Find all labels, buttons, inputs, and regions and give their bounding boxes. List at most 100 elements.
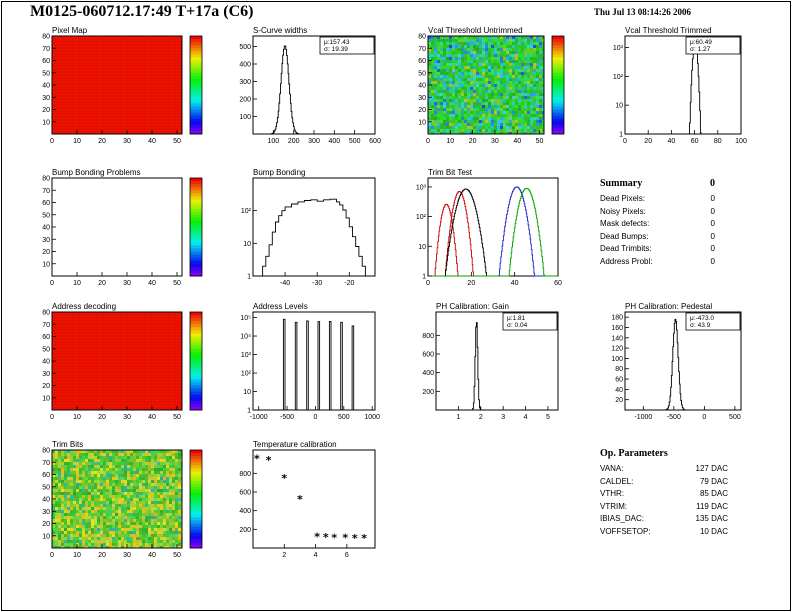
x-tick-label: 0 [50,552,54,559]
panel-title: Address decoding [52,302,117,311]
x-tick-label: 20 [98,138,106,145]
summary-value: 0 [710,219,715,228]
summary-value: 0 [710,244,715,253]
y-tick-label: 60 [42,472,50,479]
colorbar [189,35,203,135]
y-tick-label: 1 [422,274,426,281]
y-tick-label: 50 [42,346,50,353]
y-tick-label: 10³ [241,352,252,359]
y-tick-label: 80 [615,366,623,373]
y-tick-label: 10 [615,103,623,110]
x-tick-label: 30 [491,138,499,145]
y-tick-label: 100 [611,356,623,363]
y-tick-label: 80 [42,34,50,41]
trim-bits-plot: 0 10 20 30 40 50 10 20 30 40 50 60 70 80 [42,448,203,559]
y-tick-label: 200 [422,389,434,396]
scurve-widths-plot: 100 200 300 400 500 600 100 200 300 400 500 μ:157.4… [239,35,381,145]
summary-value: 0 [710,231,715,241]
y-tick-label: 60 [615,377,623,384]
x-tick-label: 400 [328,138,340,145]
x-tick-label: 100 [735,138,747,145]
histogram-spike [306,320,309,410]
y-tick-label: 600 [422,352,434,359]
stats-line: μ:60.49 [690,39,712,46]
histogram-line [253,45,375,135]
op-parameter-value: 85 DAC [699,489,728,498]
y-tick-label: 80 [42,448,50,455]
x-tick-label: -30 [312,280,322,287]
y-tick-label: 30 [42,95,50,102]
panel-vcal-untrimmed: Vcal Threshold Untrimmed 0 10 20 30 40 50 10 20… [400,26,568,154]
op-parameter-label: VOFFSETOP: [600,526,651,536]
x-tick-label: 20 [98,552,106,559]
x-tick-label: 2 [479,414,483,421]
x-tick-label: 0 [702,414,706,421]
x-tick-label: 20 [467,280,475,287]
y-tick-label: 400 [239,62,251,69]
panel-vcal-trimmed: Vcal Threshold Trimmed 0 20 40 60 80 100 1 10 10… [597,26,749,154]
plot-frame [252,311,376,411]
y-tick-label: 800 [422,333,434,340]
y-tick-label: 50 [42,484,50,491]
vcal-untrimmed-plot: 0 10 20 30 40 50 10 20 30 40 50 60 70 80 [418,34,565,145]
x-tick-label: 30 [123,414,131,421]
summary-block: Summary 0 Dead Pixels: 0 Noisy Pixels: 0 M… [600,178,715,268]
scatter-marker: * [352,532,358,545]
x-tick-label: 20 [469,138,477,145]
y-tick-label: 10 [42,395,50,402]
panel-scurve-widths: S-Curve widths 100 200 300 400 500 600 100 200 3… [225,26,383,154]
y-tick-label: 400 [422,370,434,377]
x-tick-label: 40 [148,280,156,287]
y-tick-label: 300 [239,79,251,86]
x-tick-label: 40 [148,138,156,145]
op-parameter-label: CALDEL: [600,476,634,486]
x-tick-label: 10 [73,552,81,559]
op-parameter-value: 127 DAC [695,464,728,473]
y-tick-label: 10² [613,74,624,81]
x-tick-label: 50 [173,414,181,421]
summary-label: Dead Bumps: [600,231,649,241]
y-tick-label: 160 [611,325,623,332]
x-tick-label: 20 [98,280,106,287]
y-tick-label: 80 [42,176,50,183]
stats-line: μ:-473.0 [690,315,714,322]
op-parameter-row: CALDEL: 79 DAC [600,476,728,489]
x-tick-label: 4 [524,414,528,421]
y-tick-label: 10⁴ [240,334,251,341]
y-tick-label: 60 [418,58,426,65]
panel-bump-problems: Bump Bonding Problems 0 10 20 30 40 50 10 20 30 4… [24,168,206,296]
op-parameter-value: 119 DAC [696,501,728,511]
y-tick-label: 200 [239,97,251,104]
panel-title: PH Calibration: Gain [436,302,509,311]
x-tick-label: 4 [314,552,318,559]
stats-line: μ:157.43 [324,39,350,46]
y-tick-label: 40 [42,225,50,232]
x-tick-label: -500 [280,414,294,421]
x-tick-label: 30 [123,280,131,287]
x-tick-label: 40 [513,138,521,145]
x-tick-label: 6 [345,552,349,559]
y-tick-label: 1 [247,408,251,415]
y-tick-label: 70 [42,460,50,467]
summary-row: Dead Pixels: 0 [600,193,715,206]
y-tick-label: 70 [42,188,50,195]
x-tick-label: 0 [426,138,430,145]
x-tick-label: 60 [691,138,699,145]
x-tick-label: 0 [50,414,54,421]
y-tick-label: 10 [243,241,251,248]
colorbar [551,35,565,135]
histogram-spike [317,321,321,410]
pixel-map-plot: 0 10 20 30 40 50 10 20 30 40 50 60 70 80 [42,34,203,145]
op-parameter-value: 79 DAC [699,476,728,486]
stats-box [685,36,741,55]
x-tick-label: 0 [426,280,430,287]
panel-title: Vcal Threshold Trimmed [625,26,712,35]
histogram-spike [351,325,355,410]
y-tick-label: 1 [619,132,623,139]
y-tick-label: 40 [615,387,623,394]
x-tick-label: 500 [338,414,350,421]
heatmap-cells [428,36,544,134]
y-tick-label: 800 [239,471,251,478]
summary-value: 0 [710,194,715,203]
panel-ph-pedestal: PH Calibration: Pedestal -1000 -500 0 500 20… [597,302,749,430]
